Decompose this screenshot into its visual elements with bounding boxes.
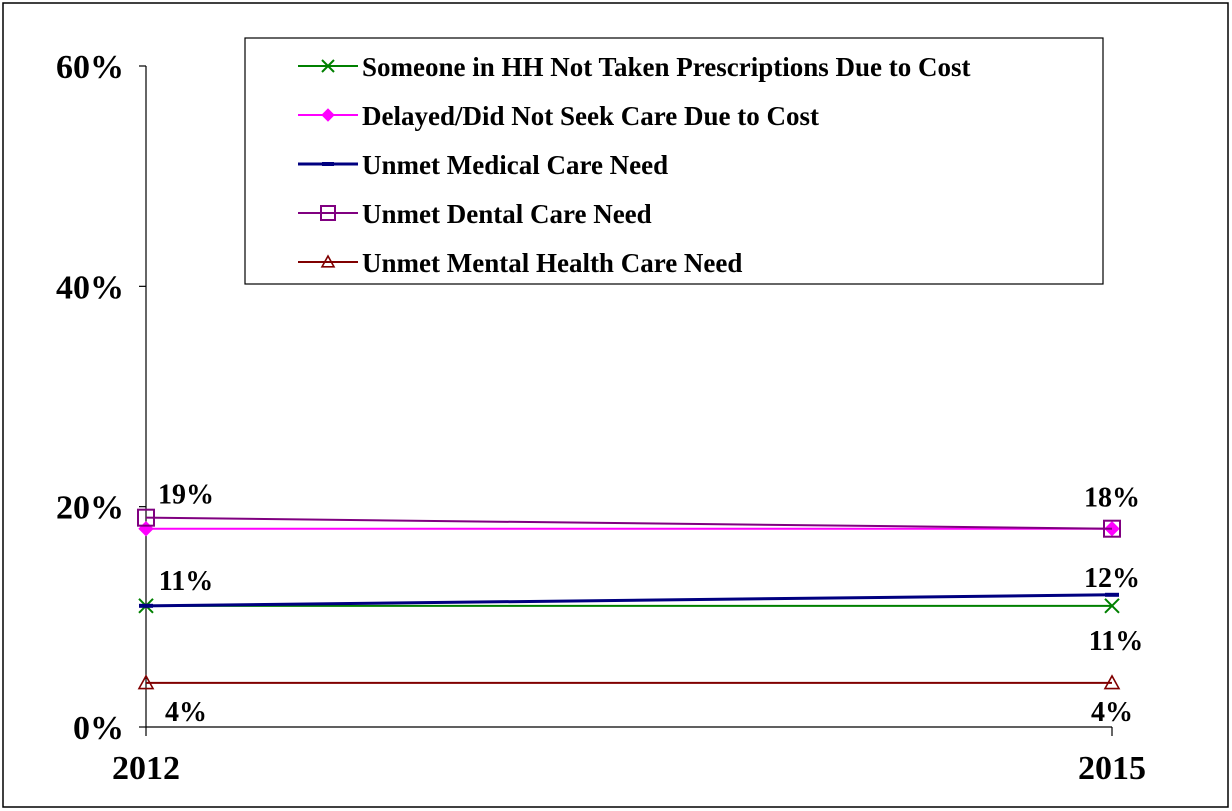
legend-item: Unmet Mental Health Care Need xyxy=(298,248,742,278)
legend: Someone in HH Not Taken Prescriptions Du… xyxy=(244,37,1104,285)
legend-label: Delayed/Did Not Seek Care Due to Cost xyxy=(362,101,819,131)
y-tick-label: 20% xyxy=(56,490,124,527)
data-label: 11% xyxy=(1089,626,1143,657)
legend-item: Unmet Medical Care Need xyxy=(298,150,668,180)
series-group xyxy=(137,508,1121,538)
legend-item: Unmet Dental Care Need xyxy=(298,199,652,229)
data-label: 19% xyxy=(158,480,214,511)
x-tick-label: 2012 xyxy=(112,750,180,787)
axes: 0% 20% 40% 60% 2012 2015 xyxy=(56,49,1146,787)
legend-box xyxy=(244,37,1104,285)
series-layer xyxy=(137,508,1121,690)
y-tick-label: 0% xyxy=(73,710,124,747)
series-group xyxy=(137,674,1121,690)
data-label: 4% xyxy=(165,697,207,728)
legend-item: Delayed/Did Not Seek Care Due to Cost xyxy=(298,101,819,131)
legend-marker xyxy=(321,59,335,73)
data-point xyxy=(1105,592,1119,597)
legend-marker xyxy=(320,205,336,221)
data-point xyxy=(137,674,155,690)
legend-item: Someone in HH Not Taken Prescriptions Du… xyxy=(298,52,971,82)
series-line xyxy=(145,516,1113,530)
legend-label: Someone in HH Not Taken Prescriptions Du… xyxy=(362,52,971,82)
data-point xyxy=(1103,674,1121,690)
data-label: 12% xyxy=(1084,563,1140,594)
data-point xyxy=(1103,519,1121,538)
data-point xyxy=(1104,598,1120,614)
x-tick-label: 2015 xyxy=(1078,750,1146,787)
data-label: 11% xyxy=(159,566,213,597)
series-line xyxy=(145,593,1113,608)
data-label: 18% xyxy=(1084,483,1140,514)
legend-marker xyxy=(321,108,335,122)
legend-label: Unmet Mental Health Care Need xyxy=(362,248,742,278)
y-tick-label: 40% xyxy=(56,269,124,306)
data-point xyxy=(139,603,153,608)
data-point xyxy=(137,508,155,527)
legend-marker xyxy=(322,162,334,166)
legend-label: Unmet Dental Care Need xyxy=(362,199,652,229)
series-group xyxy=(139,592,1119,608)
data-labels: 19% 11% 4% 18% 12% 11% 4% xyxy=(158,480,1143,728)
legend-label: Unmet Medical Care Need xyxy=(362,150,668,180)
data-label: 4% xyxy=(1091,697,1133,728)
legend-marker xyxy=(320,254,336,268)
y-tick-label: 60% xyxy=(56,49,124,86)
